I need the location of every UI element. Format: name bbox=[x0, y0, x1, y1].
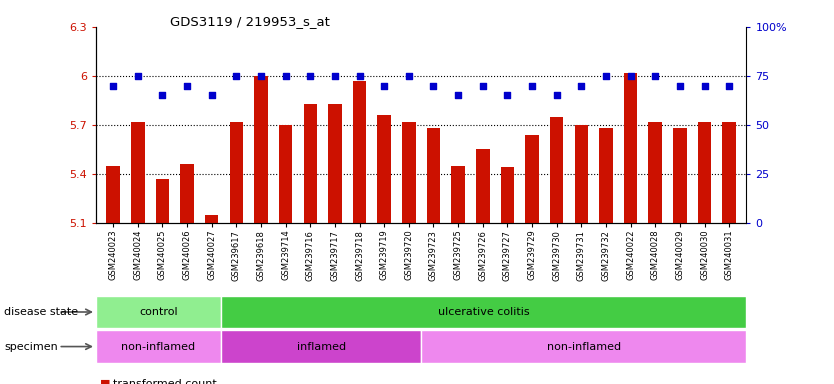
Text: ■: ■ bbox=[100, 379, 111, 384]
Point bbox=[476, 83, 490, 89]
Bar bbox=[550, 117, 564, 223]
Bar bbox=[402, 121, 415, 223]
Bar bbox=[221, 296, 746, 328]
Bar bbox=[525, 134, 539, 223]
Point bbox=[624, 73, 637, 79]
Bar bbox=[156, 179, 169, 223]
Point bbox=[378, 83, 391, 89]
Point bbox=[698, 83, 711, 89]
Point bbox=[180, 83, 193, 89]
Bar bbox=[649, 121, 662, 223]
Point bbox=[353, 73, 366, 79]
Point bbox=[402, 73, 415, 79]
Point bbox=[451, 92, 465, 98]
Bar bbox=[107, 166, 120, 223]
Point bbox=[304, 73, 317, 79]
Point bbox=[722, 83, 736, 89]
Text: control: control bbox=[139, 307, 178, 317]
Point bbox=[131, 73, 144, 79]
Point bbox=[649, 73, 662, 79]
Bar bbox=[221, 330, 421, 363]
Bar bbox=[476, 149, 490, 223]
Bar bbox=[304, 104, 317, 223]
Point bbox=[229, 73, 243, 79]
Point bbox=[673, 83, 686, 89]
Bar bbox=[624, 73, 637, 223]
Bar bbox=[698, 121, 711, 223]
Point bbox=[279, 73, 293, 79]
Point bbox=[427, 83, 440, 89]
Text: transformed count: transformed count bbox=[113, 379, 216, 384]
Bar bbox=[254, 76, 268, 223]
Point bbox=[205, 92, 219, 98]
Bar bbox=[421, 330, 746, 363]
Point bbox=[156, 92, 169, 98]
Bar bbox=[722, 121, 736, 223]
Text: inflamed: inflamed bbox=[297, 341, 345, 352]
Point bbox=[600, 73, 613, 79]
Text: disease state: disease state bbox=[4, 307, 78, 317]
Text: non-inflamed: non-inflamed bbox=[547, 341, 620, 352]
Bar bbox=[96, 296, 221, 328]
Text: GDS3119 / 219953_s_at: GDS3119 / 219953_s_at bbox=[170, 15, 330, 28]
Bar bbox=[575, 125, 588, 223]
Bar bbox=[279, 125, 293, 223]
Text: non-inflamed: non-inflamed bbox=[122, 341, 195, 352]
Bar bbox=[229, 121, 244, 223]
Bar bbox=[673, 128, 686, 223]
Bar bbox=[131, 121, 144, 223]
Bar bbox=[328, 104, 342, 223]
Point bbox=[254, 73, 268, 79]
Bar bbox=[378, 115, 391, 223]
Text: ulcerative colitis: ulcerative colitis bbox=[438, 307, 530, 317]
Bar bbox=[205, 215, 219, 223]
Point bbox=[500, 92, 514, 98]
Bar bbox=[599, 128, 613, 223]
Point bbox=[329, 73, 342, 79]
Text: specimen: specimen bbox=[4, 341, 58, 352]
Bar bbox=[427, 128, 440, 223]
Bar bbox=[451, 166, 465, 223]
Bar bbox=[500, 167, 515, 223]
Point bbox=[550, 92, 564, 98]
Point bbox=[107, 83, 120, 89]
Bar bbox=[353, 81, 366, 223]
Point bbox=[575, 83, 588, 89]
Point bbox=[525, 83, 539, 89]
Bar bbox=[180, 164, 193, 223]
Bar bbox=[96, 330, 221, 363]
